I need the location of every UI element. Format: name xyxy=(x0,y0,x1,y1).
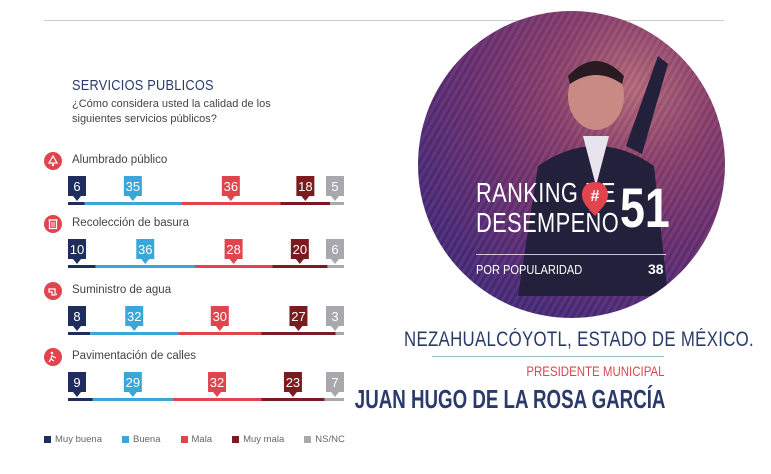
bar-segment-muy-mala xyxy=(280,202,331,205)
value-label: 29 xyxy=(126,375,140,390)
value-badge-buena: 29 xyxy=(123,372,142,397)
hashtag-badge-icon: # xyxy=(582,182,608,216)
value-badge-nsnc: 7 xyxy=(326,372,344,397)
value-label: 5 xyxy=(331,179,338,194)
value-label: 36 xyxy=(138,242,152,257)
value-badge-buena: 36 xyxy=(136,239,155,264)
value-badge-muy-buena: 6 xyxy=(68,176,86,201)
value-label: 10 xyxy=(70,242,84,257)
bar-segment-nsnc xyxy=(335,332,344,335)
bar-segment-muy-buena xyxy=(68,332,91,335)
value-label: 28 xyxy=(226,242,240,257)
service-label: Suministro de agua xyxy=(72,284,172,296)
bar-segment-nsnc xyxy=(330,202,344,205)
bar-segment-muy-mala xyxy=(261,332,336,335)
value-label: 7 xyxy=(331,375,338,390)
value-label: 27 xyxy=(291,309,305,324)
bar-segment-mala xyxy=(172,398,262,401)
svg-text:#: # xyxy=(591,188,600,205)
section-title: SERVICIOS PUBLICOS xyxy=(72,77,214,94)
bar-segment-nsnc xyxy=(324,398,344,401)
value-badge-muy-mala: 23 xyxy=(283,372,302,397)
popularity-label: POR POPULARIDAD xyxy=(476,262,583,277)
survey-question: ¿Cómo considera usted la calidad de los … xyxy=(72,98,271,125)
location-title: NEZAHUALCÓYOTL, ESTADO DE MÉXICO. xyxy=(404,328,755,351)
value-label: 9 xyxy=(73,375,80,390)
value-badge-muy-mala: 27 xyxy=(289,306,308,331)
bar-segment-muy-buena xyxy=(68,398,93,401)
value-badge-buena: 35 xyxy=(123,176,142,201)
bar-segment-mala xyxy=(178,332,262,335)
ranking-number: 51 xyxy=(620,176,670,239)
bar-segment-nsnc xyxy=(327,265,344,268)
legend-item-mala: Mala xyxy=(180,434,212,445)
mayor-photo xyxy=(418,11,725,318)
legend-item-muy-buena: Muy buena xyxy=(44,434,102,445)
bar-segment-mala xyxy=(194,265,273,268)
popularity-value: 38 xyxy=(648,261,664,277)
bar-segment-muy-mala xyxy=(261,398,325,401)
value-label: 3 xyxy=(331,309,338,324)
value-label: 8 xyxy=(73,309,80,324)
trash-icon xyxy=(44,215,62,233)
legend-item-muy-mala: Muy mala xyxy=(232,434,284,445)
legend-item-nsnc: NS/NC xyxy=(304,434,345,445)
top-divider xyxy=(44,20,724,21)
value-badge-muy-buena: 8 xyxy=(68,306,86,331)
bar-segment-buena xyxy=(90,332,179,335)
bar-segment-muy-buena xyxy=(68,265,96,268)
service-label: Pavimentación de calles xyxy=(72,350,197,362)
value-label: 6 xyxy=(331,242,338,257)
bar-segment-buena xyxy=(92,398,173,401)
value-label: 32 xyxy=(127,309,141,324)
person-name: JUAN HUGO DE LA ROSA GARCÍA xyxy=(354,384,665,414)
value-badge-nsnc: 3 xyxy=(326,306,344,331)
bar-segment-muy-mala xyxy=(272,265,328,268)
service-label: Alumbrado público xyxy=(72,154,168,166)
value-label: 18 xyxy=(298,179,312,194)
value-label: 35 xyxy=(126,179,140,194)
value-label: 36 xyxy=(224,179,238,194)
value-label: 30 xyxy=(213,309,227,324)
value-badge-muy-buena: 10 xyxy=(68,239,86,264)
bar-segment-buena xyxy=(84,202,182,205)
value-badge-muy-mala: 20 xyxy=(290,239,309,264)
value-badge-mala: 30 xyxy=(210,306,229,331)
popularity-divider xyxy=(476,254,666,255)
location-divider xyxy=(432,356,664,357)
road-work-icon xyxy=(44,348,62,366)
value-label: 23 xyxy=(286,375,300,390)
value-badge-mala: 36 xyxy=(221,176,240,201)
value-badge-muy-buena: 9 xyxy=(68,372,86,397)
service-label: Recolección de basura xyxy=(72,217,189,229)
value-badge-nsnc: 6 xyxy=(326,239,344,264)
bar-segment-buena xyxy=(95,265,195,268)
value-badge-muy-mala: 18 xyxy=(296,176,315,201)
value-badge-mala: 28 xyxy=(224,239,243,264)
bar-segment-muy-buena xyxy=(68,202,85,205)
bar-segment-mala xyxy=(181,202,281,205)
value-label: 6 xyxy=(73,179,80,194)
legend-item-buena: Buena xyxy=(122,434,161,445)
value-label: 32 xyxy=(210,375,224,390)
value-badge-buena: 32 xyxy=(125,306,144,331)
value-badge-nsnc: 5 xyxy=(326,176,344,201)
value-label: 20 xyxy=(293,242,307,257)
lamp-icon xyxy=(44,152,62,170)
value-badge-mala: 32 xyxy=(208,372,227,397)
water-icon xyxy=(44,282,62,300)
chart-legend: Muy buena Buena Mala Muy mala NS/NC xyxy=(44,434,345,445)
role-title: PRESIDENTE MUNICIPAL xyxy=(526,363,665,379)
